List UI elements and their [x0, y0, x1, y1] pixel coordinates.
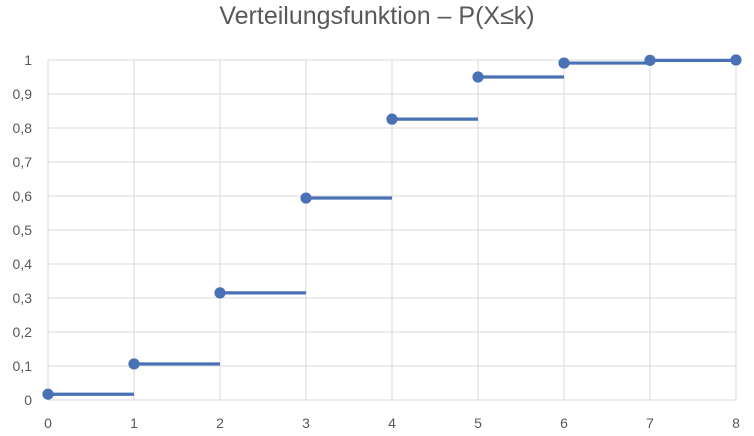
y-tick-label: 0,9	[13, 86, 33, 102]
x-tick-label: 1	[130, 415, 138, 431]
y-tick-label: 0,3	[13, 290, 33, 306]
x-tick-label: 2	[216, 415, 224, 431]
data-point	[128, 358, 140, 370]
data-points	[42, 54, 742, 400]
data-point	[386, 113, 398, 125]
y-tick-label: 0,6	[13, 188, 33, 204]
y-tick-label: 0,2	[13, 324, 33, 340]
chart-title: Verteilungsfunktion – P(X≤k)	[219, 2, 535, 30]
data-point	[300, 192, 312, 204]
x-tick-label: 5	[474, 415, 482, 431]
x-axis-ticks: 0 1 2 3 4 5 6 7 8	[44, 415, 740, 431]
x-tick-label: 3	[302, 415, 310, 431]
x-tick-label: 4	[388, 415, 396, 431]
y-tick-label: 0,8	[13, 120, 33, 136]
y-tick-label: 0,5	[13, 222, 33, 238]
grid	[47, 59, 737, 401]
y-axis-ticks: 0 0,1 0,2 0,3 0,4 0,5 0,6 0,7 0,8 0,9 1	[13, 52, 33, 408]
y-tick-label: 1	[24, 52, 32, 68]
x-tick-label: 6	[560, 415, 568, 431]
y-tick-label: 0,4	[13, 256, 33, 272]
x-tick-label: 8	[732, 415, 740, 431]
x-tick-label: 0	[44, 415, 52, 431]
x-tick-label: 7	[646, 415, 654, 431]
y-tick-label: 0,7	[13, 154, 33, 170]
data-point	[730, 54, 742, 66]
data-point	[644, 54, 656, 66]
step-segments	[48, 58, 736, 396]
data-point	[214, 287, 226, 299]
data-point	[558, 57, 570, 69]
y-tick-label: 0,1	[13, 358, 33, 374]
data-point	[42, 388, 54, 400]
data-point	[472, 71, 484, 83]
y-tick-label: 0	[24, 392, 32, 408]
